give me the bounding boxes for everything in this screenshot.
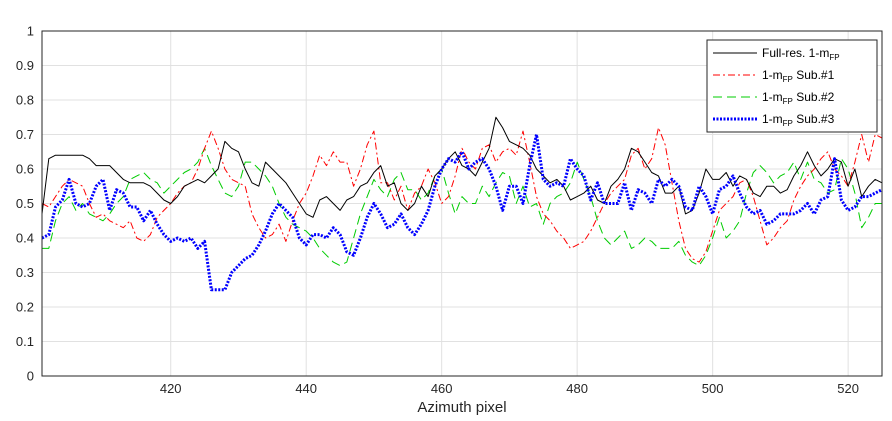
legend-label: 1-mFP Sub.#1 xyxy=(762,68,835,84)
y-tick-label: 0.2 xyxy=(16,300,34,315)
x-axis-label: Azimuth pixel xyxy=(417,399,506,416)
x-tick-label: 460 xyxy=(431,381,453,396)
x-tick-label: 480 xyxy=(566,381,588,396)
x-tick-label: 520 xyxy=(837,381,859,396)
x-axis: 420 440 460 480 500 520 xyxy=(160,381,859,396)
series-layer xyxy=(41,116,883,292)
y-tick-label: 1 xyxy=(27,24,34,39)
legend-box xyxy=(706,39,878,133)
y-axis: 0 0.1 0.2 0.3 0.4 0.5 0.6 0.7 0.8 0.9 1 xyxy=(16,24,34,384)
y-tick-label: 0.4 xyxy=(16,231,34,246)
series-line-1 xyxy=(41,116,883,218)
y-tick-label: 0.7 xyxy=(16,127,34,142)
legend-label: 1-mFP Sub.#2 xyxy=(762,90,835,106)
legend-label: 1-mFP Sub.#3 xyxy=(762,112,835,128)
legend: Full-res. 1-mFP 1-mFP Sub.#1 1-mFP Sub.#2 1… xyxy=(706,39,878,133)
y-tick-label: 0 xyxy=(27,369,34,384)
x-tick-label: 440 xyxy=(295,381,317,396)
legend-label: Full-res. 1-mFP xyxy=(762,46,840,62)
y-tick-label: 0.1 xyxy=(16,334,34,349)
x-tick-label: 500 xyxy=(702,381,724,396)
plot-frame xyxy=(41,30,883,377)
series-line-2 xyxy=(41,127,883,263)
x-tick-label: 420 xyxy=(160,381,182,396)
series-line-3 xyxy=(42,147,882,267)
y-tick-label: 0.3 xyxy=(16,265,34,280)
y-tick-label: 0.8 xyxy=(16,93,34,108)
series-line-4 xyxy=(41,133,883,292)
y-tick-label: 0.6 xyxy=(16,162,34,177)
y-tick-label: 0.5 xyxy=(16,196,34,211)
y-tick-label: 0.9 xyxy=(16,58,34,73)
